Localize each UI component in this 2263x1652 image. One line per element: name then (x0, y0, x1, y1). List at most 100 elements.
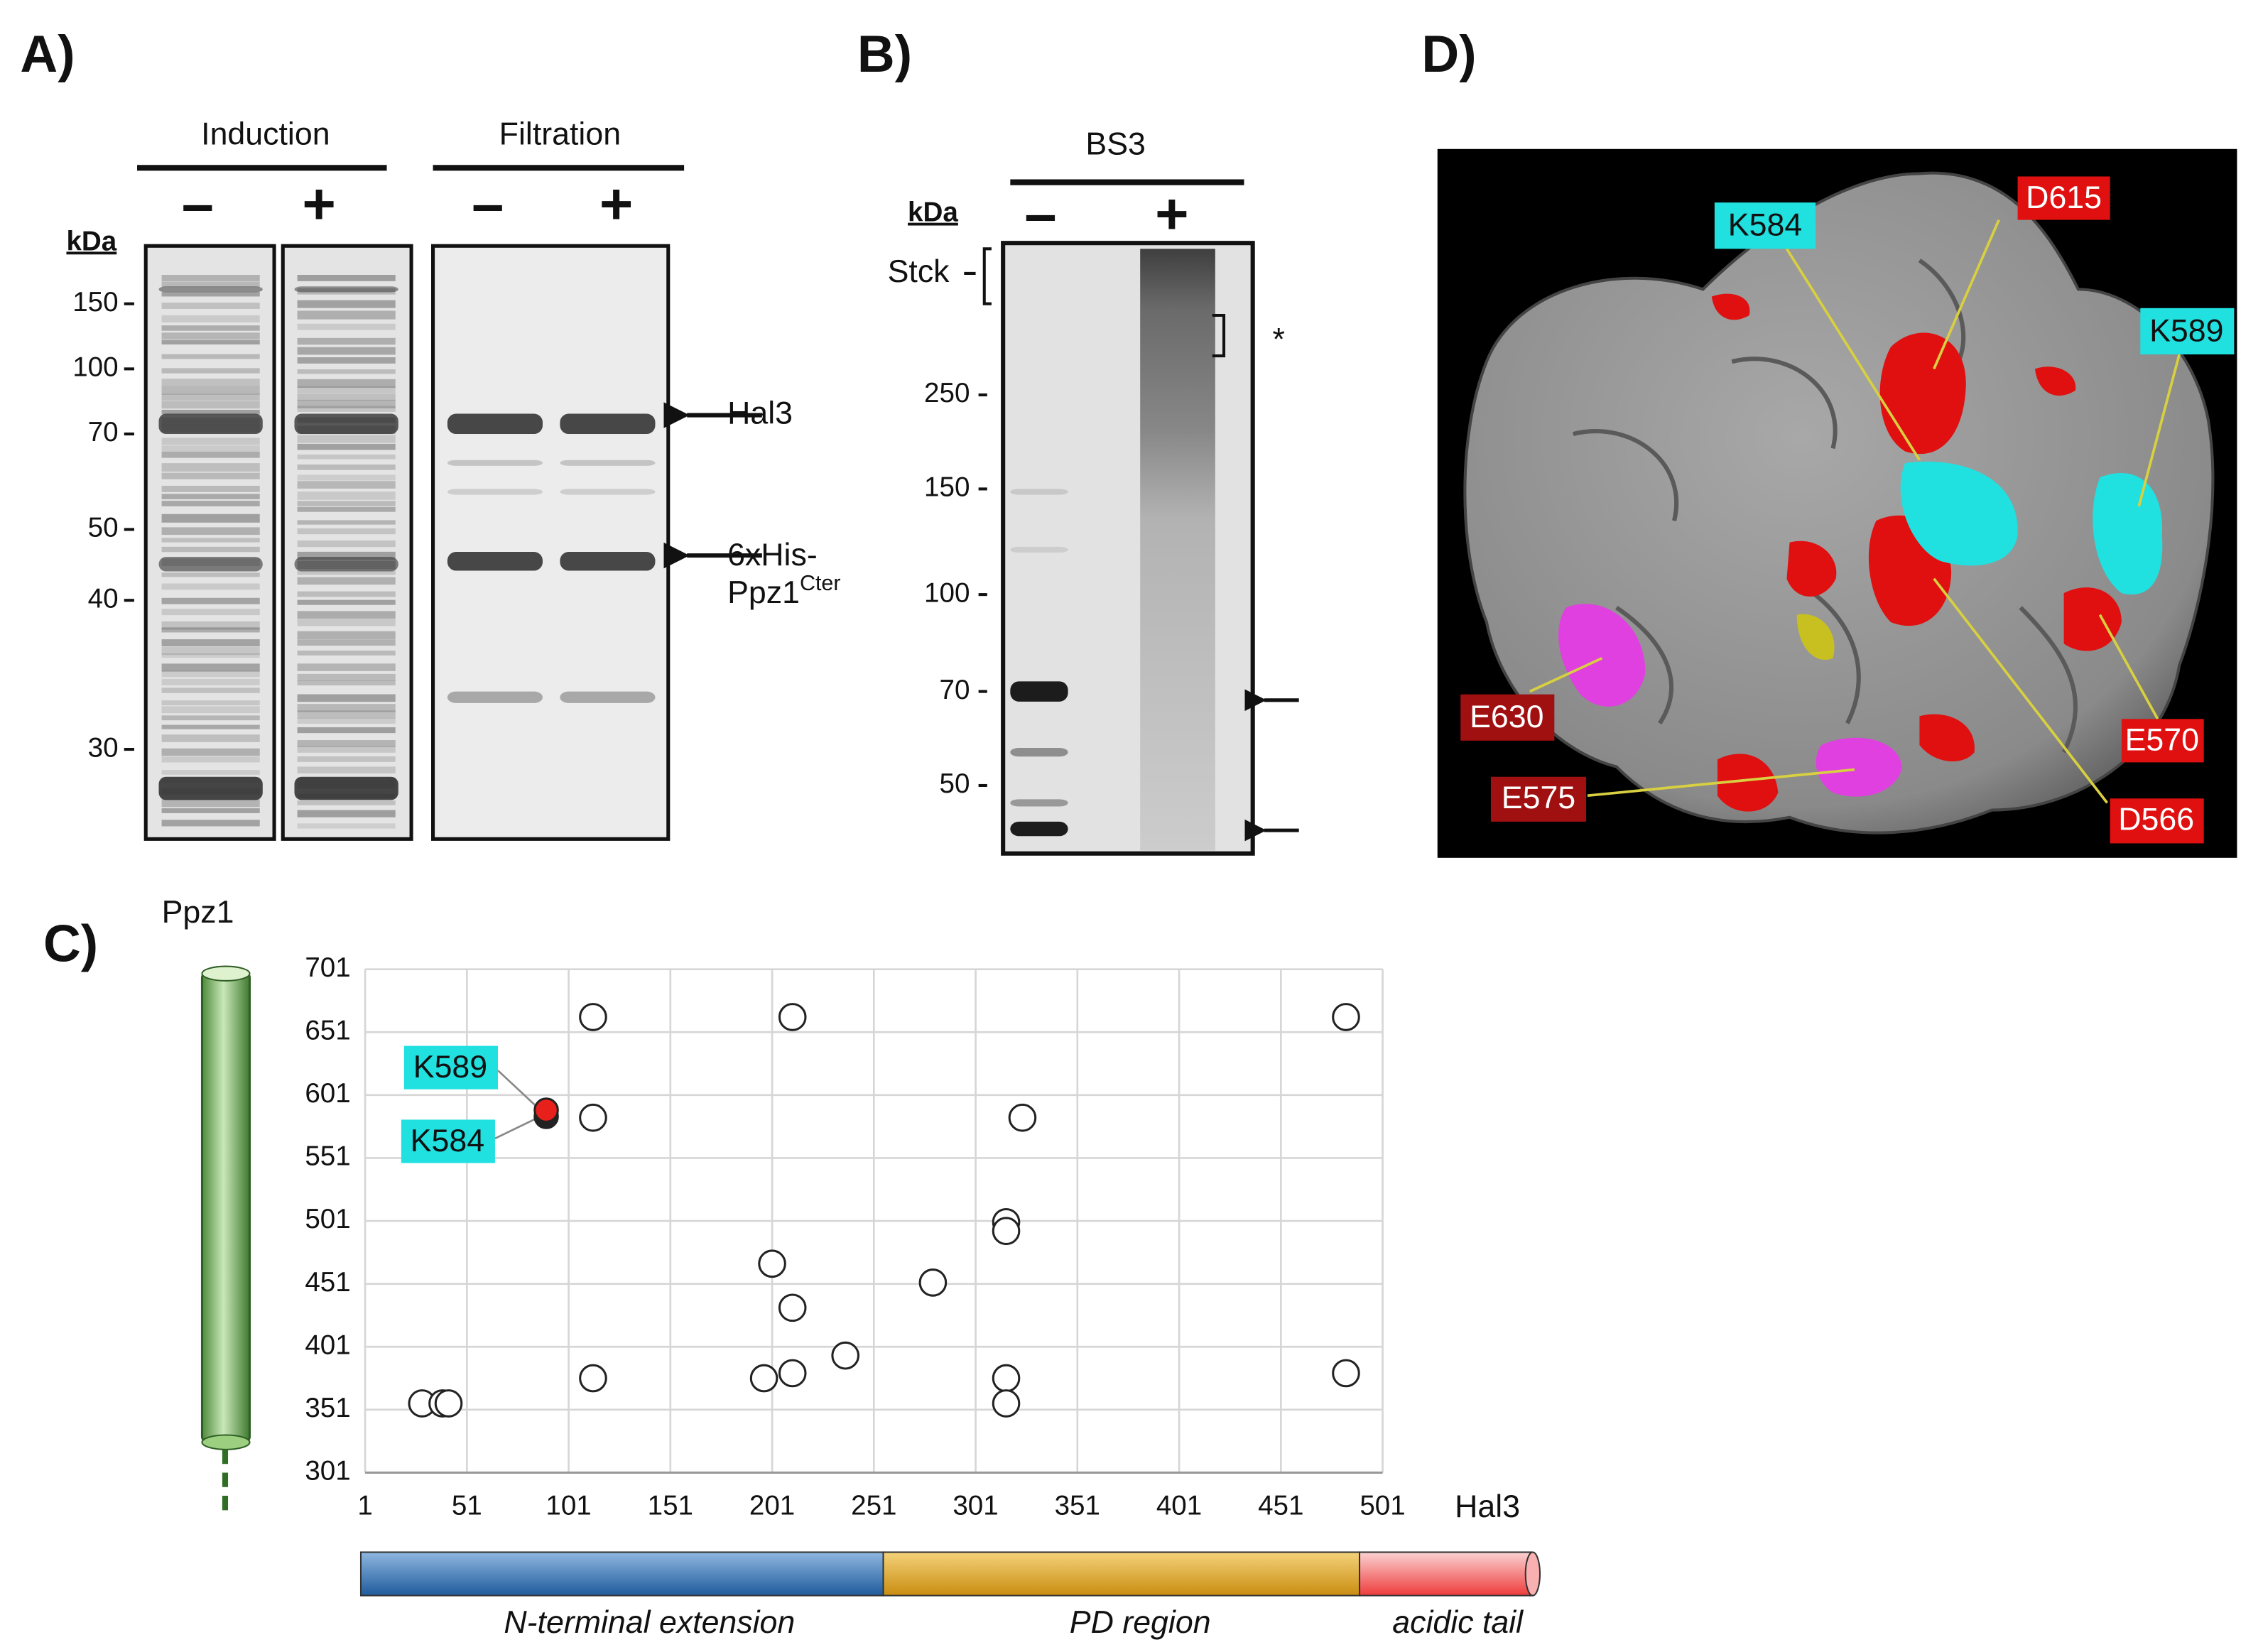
point (579, 1003, 607, 1031)
patch (2063, 587, 2122, 651)
band (297, 481, 396, 489)
x-tick-label: 501 (1360, 1490, 1405, 1521)
y-tick-label: 451 (305, 1267, 350, 1298)
band (161, 734, 260, 742)
band (161, 670, 260, 678)
group-title: BS3 (1085, 126, 1145, 162)
band (447, 413, 543, 435)
band (161, 472, 260, 479)
kda-label: kDa (66, 226, 116, 256)
y-tick-label: 701 (305, 952, 350, 983)
panel-label: C) (43, 914, 98, 972)
band (161, 513, 260, 523)
band (161, 291, 260, 297)
band (1010, 681, 1068, 702)
leader-line (494, 1115, 541, 1140)
residue-label: D566 (2118, 802, 2194, 837)
band (297, 718, 396, 724)
kda-label: kDa (908, 197, 958, 228)
band (297, 694, 396, 702)
band (447, 691, 543, 703)
band (161, 715, 260, 721)
band (297, 393, 396, 401)
patch (2093, 472, 2163, 595)
lane-sign: – (182, 172, 214, 237)
point (434, 1389, 463, 1418)
band (297, 810, 396, 817)
band (161, 748, 260, 756)
patch (1558, 604, 1646, 707)
point (758, 1249, 786, 1278)
residue-box (1490, 776, 1587, 822)
domain (1359, 1551, 1534, 1597)
point (579, 1103, 607, 1132)
band (297, 551, 396, 560)
band (560, 489, 656, 495)
point (778, 1359, 807, 1388)
domain (359, 1551, 884, 1597)
lane-sign: – (1024, 182, 1056, 246)
lane-sign: + (599, 172, 633, 237)
band (161, 808, 260, 813)
point (992, 1389, 1021, 1418)
domain-bar: N-terminal extension PD region acidic ta… (359, 1551, 1541, 1640)
band (161, 756, 260, 763)
band (1010, 821, 1068, 837)
band (161, 647, 260, 656)
structure: K584 D615 K589 E630 E570 E575 D566 (1437, 148, 2237, 858)
band (161, 409, 260, 415)
band (297, 386, 396, 394)
residue-label: E570 (2125, 722, 2199, 758)
gel-frame (143, 244, 276, 841)
surface-groove (1573, 259, 2078, 754)
x-tick-label: 51 (452, 1490, 482, 1521)
label-box (403, 1045, 499, 1089)
band (297, 491, 396, 500)
band (297, 704, 396, 712)
band (161, 700, 260, 706)
band (161, 393, 260, 401)
bracket (1212, 313, 1226, 358)
band (161, 274, 260, 282)
lane-sign: + (302, 172, 335, 237)
residue-box (1460, 694, 1555, 741)
band-label: 6xHis- (727, 537, 818, 572)
band (161, 494, 260, 499)
panel-label: D) (1421, 25, 1476, 83)
group-title: Induction (201, 116, 330, 151)
band (158, 413, 263, 435)
band (447, 489, 543, 495)
x-tick-label: 251 (851, 1490, 896, 1521)
patch (2034, 366, 2076, 396)
residue-label: E630 (1470, 699, 1543, 734)
point (831, 1341, 860, 1370)
domain-end (1524, 1551, 1541, 1597)
patch (1816, 737, 1903, 797)
kda-marker: 250 (924, 378, 970, 408)
band (297, 369, 396, 374)
patch (1900, 461, 2018, 566)
band (161, 538, 260, 543)
x-tick-label: 101 (546, 1490, 591, 1521)
band (161, 663, 260, 672)
asterisk: * (1273, 321, 1285, 357)
x-title: Hal3 (1455, 1489, 1520, 1524)
x-tick-label: 451 (1258, 1490, 1303, 1521)
point (992, 1364, 1021, 1393)
leader-line (497, 1070, 541, 1112)
band (297, 357, 396, 364)
lane-sign: – (472, 172, 504, 237)
band (161, 597, 260, 604)
residue-box (1714, 202, 1816, 249)
point (1008, 1103, 1037, 1132)
band (161, 639, 260, 647)
band (297, 756, 396, 762)
band (161, 653, 260, 658)
band (161, 463, 260, 472)
stack-label: Stck (888, 254, 950, 289)
y-tick-label: 551 (305, 1141, 350, 1172)
band (297, 599, 396, 605)
patch (1796, 614, 1835, 661)
band (161, 770, 260, 775)
